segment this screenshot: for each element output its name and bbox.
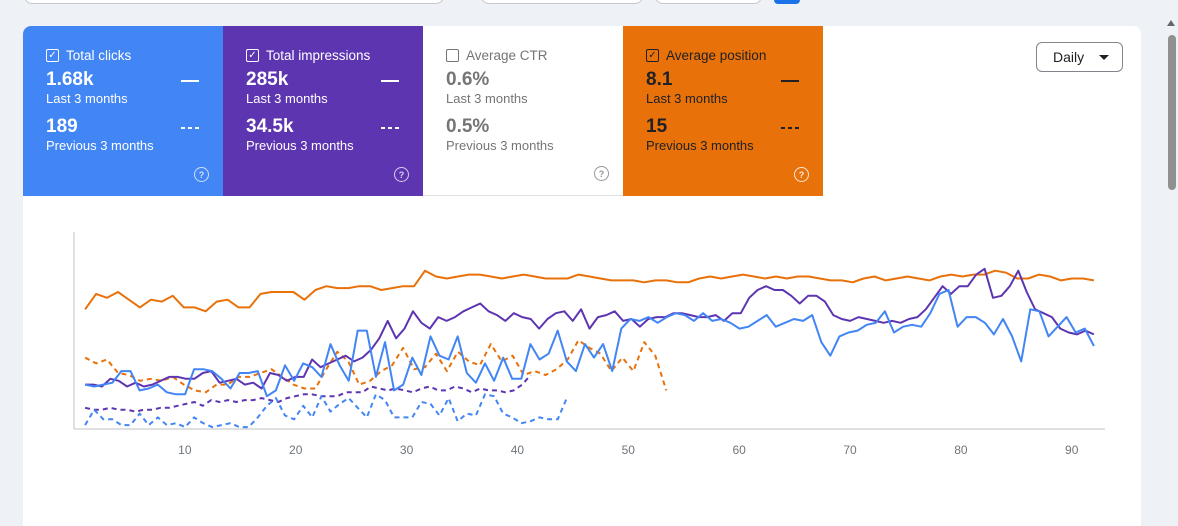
apply-button[interactable]	[774, 0, 800, 4]
tile-value: 285k	[246, 69, 289, 90]
x-tick-label: 20	[289, 443, 303, 457]
series-line-position-dashed[interactable]	[84, 339, 668, 394]
series-line-clicks-solid[interactable]	[84, 289, 1095, 398]
x-tick-label: 50	[622, 443, 636, 457]
tile-prev-value: 0.5%	[446, 116, 490, 137]
dashed-line-legend-icon	[781, 127, 799, 129]
series-line-impressions-solid[interactable]	[85, 267, 1095, 390]
tile-value: 0.6%	[446, 69, 490, 90]
tile-period: Last 3 months	[246, 91, 328, 106]
checkbox-unchecked-icon[interactable]	[446, 49, 459, 62]
performance-line-chart: 10 20 30 40 50 60 70 80 90	[73, 232, 1105, 457]
dashed-line-legend-icon	[181, 127, 199, 129]
tile-prev-period: Previous 3 months	[446, 138, 554, 153]
performance-chart-card: ✓ Total clicks 1.68k Last 3 months 189 Pr…	[23, 26, 1141, 526]
tile-period: Last 3 months	[46, 91, 128, 106]
dashed-line-legend-icon	[381, 127, 399, 129]
tile-total-clicks[interactable]: ✓ Total clicks 1.68k Last 3 months 189 Pr…	[23, 26, 223, 196]
x-tick-label: 70	[843, 443, 857, 457]
caret-down-icon	[1099, 55, 1109, 60]
checkbox-checked-icon[interactable]: ✓	[646, 49, 659, 62]
help-icon[interactable]: ?	[394, 167, 409, 182]
tile-prev-value: 34.5k	[246, 116, 294, 137]
tile-average-ctr[interactable]: Average CTR 0.6% Last 3 months 0.5% Prev…	[423, 26, 623, 196]
date-filter-group[interactable]	[24, 0, 444, 4]
x-tick-label: 60	[732, 443, 746, 457]
tile-label: Total impressions	[266, 48, 371, 63]
solid-line-legend-icon	[781, 80, 799, 82]
new-filter-chip[interactable]	[655, 0, 762, 4]
tile-label: Average CTR	[466, 48, 548, 63]
solid-line-legend-icon	[381, 80, 399, 82]
tile-prev-value: 15	[646, 116, 668, 137]
x-tick-label: 10	[178, 443, 192, 457]
tile-prev-value: 189	[46, 116, 78, 137]
scroll-up-arrow-icon[interactable]	[1167, 20, 1175, 26]
help-icon[interactable]: ?	[194, 167, 209, 182]
help-icon[interactable]: ?	[594, 166, 609, 181]
period-select-value: Daily	[1053, 49, 1085, 65]
series-line-impressions-dashed[interactable]	[84, 374, 532, 413]
solid-line-legend-icon	[181, 80, 199, 82]
tile-value: 8.1	[646, 69, 673, 90]
tile-prev-period: Previous 3 months	[46, 138, 154, 153]
x-tick-label: 40	[511, 443, 525, 457]
tile-total-impressions[interactable]: ✓ Total impressions 285k Last 3 months 34…	[223, 26, 423, 196]
tile-prev-period: Previous 3 months	[646, 138, 754, 153]
series-line-clicks-dashed[interactable]	[84, 393, 568, 429]
scrollbar-thumb[interactable]	[1168, 35, 1176, 190]
x-tick-label: 30	[400, 443, 414, 457]
tile-period: Last 3 months	[646, 91, 728, 106]
x-tick-label: 80	[954, 443, 968, 457]
tile-value: 1.68k	[46, 69, 94, 90]
tile-label: Total clicks	[66, 48, 132, 63]
series-line-position-solid[interactable]	[84, 269, 1095, 313]
filter-chip[interactable]	[481, 0, 643, 4]
top-toolbar	[0, 0, 1178, 8]
period-select[interactable]: Daily	[1036, 42, 1123, 72]
x-tick-label: 90	[1065, 443, 1079, 457]
checkbox-checked-icon[interactable]: ✓	[46, 49, 59, 62]
tile-label: Average position	[666, 48, 767, 63]
tile-prev-period: Previous 3 months	[246, 138, 354, 153]
tile-average-position[interactable]: ✓ Average position 8.1 Last 3 months 15 P…	[623, 26, 823, 196]
checkbox-checked-icon[interactable]: ✓	[246, 49, 259, 62]
tile-period: Last 3 months	[446, 91, 528, 106]
help-icon[interactable]: ?	[794, 167, 809, 182]
